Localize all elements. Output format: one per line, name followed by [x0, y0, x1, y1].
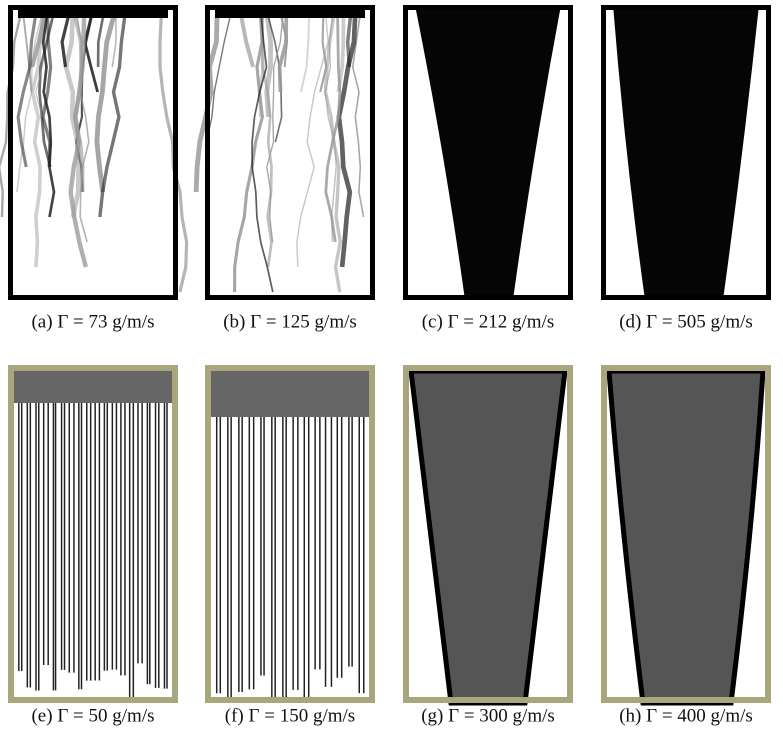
caption: (g) Γ = 300 g/m/s [421, 705, 555, 726]
caption: (a) Γ = 73 g/m/s [31, 311, 154, 332]
distributor [211, 371, 369, 417]
figure: (a) Γ = 73 g/m/s (b) Γ = 125 g/m/s (c) Γ =… [0, 0, 783, 731]
caption: (f) Γ = 150 g/m/s [225, 705, 355, 726]
caption: (c) Γ = 212 g/m/s [422, 311, 555, 332]
distributor [14, 371, 172, 403]
caption: (e) Γ = 50 g/m/s [31, 705, 154, 726]
caption: (h) Γ = 400 g/m/s [619, 705, 753, 726]
panel-bg [8, 365, 178, 703]
caption: (d) Γ = 505 g/m/s [619, 311, 753, 332]
caption: (b) Γ = 125 g/m/s [223, 311, 357, 332]
